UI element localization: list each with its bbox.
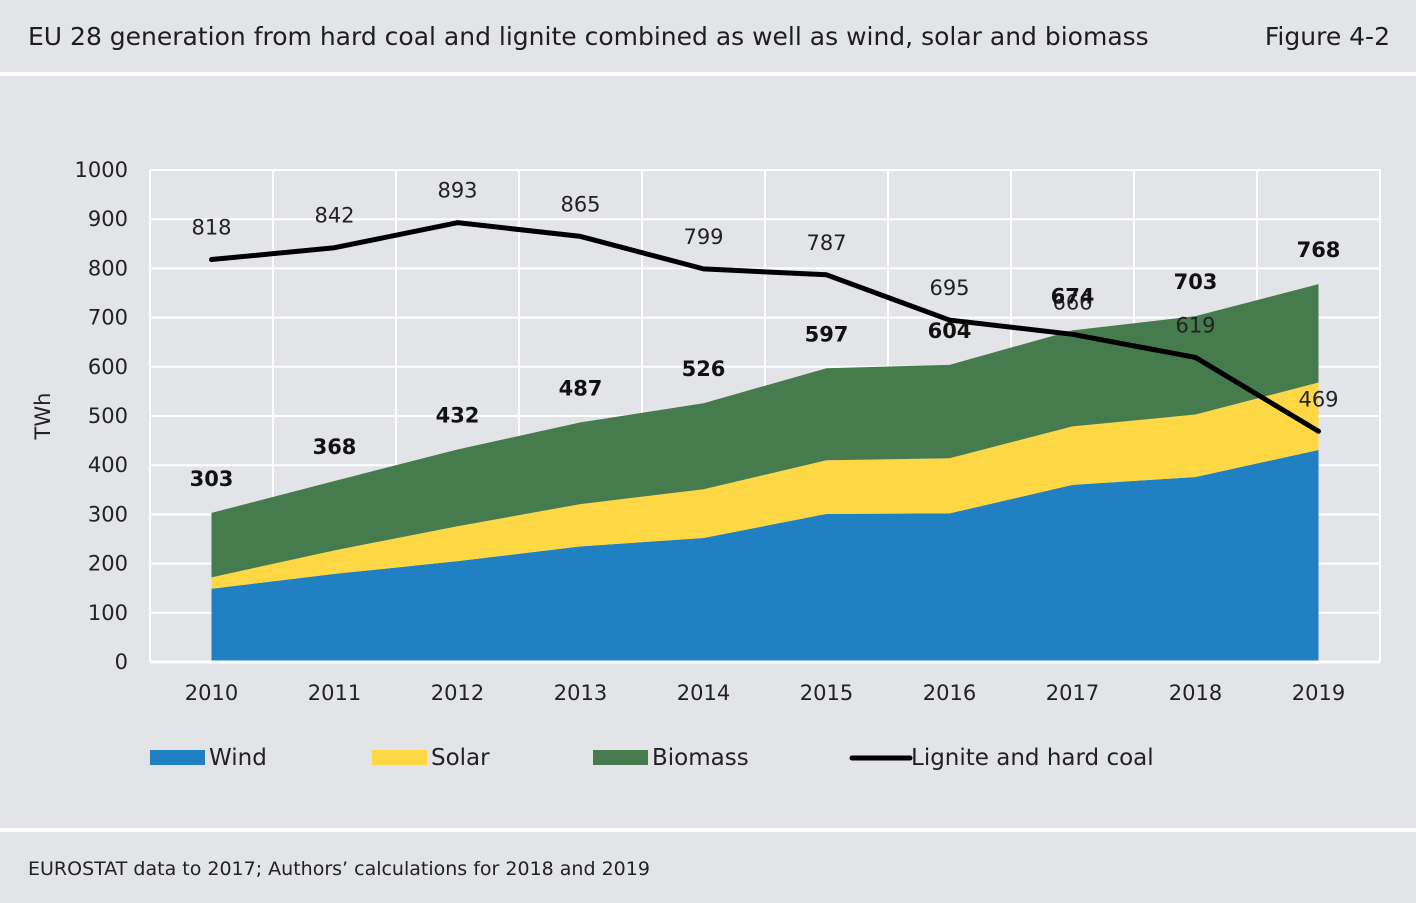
x-tick-label: 2011 <box>308 681 361 705</box>
y-tick-label: 400 <box>88 453 128 477</box>
total-data-label: 432 <box>436 403 480 427</box>
legend-label: Biomass <box>652 745 749 771</box>
x-tick-label: 2014 <box>677 681 730 705</box>
total-data-label: 604 <box>928 319 972 343</box>
total-data-label: 487 <box>559 376 603 400</box>
legend: Wind Solar Biomass Lignite and hard coal <box>150 745 1154 771</box>
x-tick-label: 2012 <box>431 681 484 705</box>
x-tick-label: 2010 <box>185 681 238 705</box>
y-tick-label: 500 <box>88 404 128 428</box>
header: EU 28 generation from hard coal and lign… <box>0 0 1416 72</box>
total-data-label: 703 <box>1174 270 1218 294</box>
axes: 0 100 200 300 400 500 600 700 800 900 1000 2010 2011… <box>31 158 1380 705</box>
y-tick-label: 100 <box>88 601 128 625</box>
legend-coal: Lignite and hard coal <box>849 745 1154 771</box>
solar-area <box>211 382 1319 589</box>
coal-data-label: 666 <box>1052 290 1092 314</box>
x-tick-label: 2018 <box>1169 681 1222 705</box>
x-tick-label: 2016 <box>923 681 976 705</box>
coal-data-label: 799 <box>683 225 723 249</box>
footer-divider <box>0 828 1416 832</box>
chart-title: EU 28 generation from hard coal and lign… <box>28 22 1149 51</box>
x-tick-label: 2017 <box>1046 681 1099 705</box>
coal-data-label: 818 <box>191 216 231 240</box>
legend-swatch <box>372 750 427 765</box>
source-note: EUROSTAT data to 2017; Authors’ calculat… <box>28 858 650 880</box>
legend-solar: Solar <box>372 745 490 771</box>
y-tick-label: 700 <box>88 306 128 330</box>
coal-data-label: 787 <box>806 231 846 255</box>
coal-data-label: 695 <box>929 276 969 300</box>
wind-area <box>211 449 1319 662</box>
coal-data-label: 893 <box>437 179 477 203</box>
total-data-label: 368 <box>313 435 357 459</box>
y-tick-label: 300 <box>88 502 128 526</box>
legend-label: Wind <box>209 745 267 771</box>
legend-swatch <box>150 750 205 765</box>
total-data-label: 303 <box>190 467 234 491</box>
coal-line <box>209 220 1321 434</box>
coal-data-label: 469 <box>1298 387 1338 411</box>
legend-label: Solar <box>431 745 490 771</box>
y-tick-label: 800 <box>88 256 128 280</box>
y-tick-label: 0 <box>115 650 128 674</box>
figure-number: Figure 4-2 <box>1264 22 1390 51</box>
header-divider <box>0 72 1416 76</box>
data-labels: 818 842 893 865 799 787 695 666 619 469 303 368 432 4… <box>190 179 1341 491</box>
x-tick-label: 2015 <box>800 681 853 705</box>
y-tick-label: 900 <box>88 207 128 231</box>
x-tick-label: 2013 <box>554 681 607 705</box>
coal-data-label: 619 <box>1175 313 1215 337</box>
total-data-label: 674 <box>1051 284 1095 308</box>
legend-wind: Wind <box>150 745 267 771</box>
coal-data-label: 865 <box>560 192 600 216</box>
x-tick-label: 2019 <box>1292 681 1345 705</box>
total-data-label: 526 <box>682 357 726 381</box>
y-tick-label: 600 <box>88 355 128 379</box>
legend-swatch <box>593 750 648 765</box>
y-tick-label: 200 <box>88 552 128 576</box>
y-tick-label: 1000 <box>75 158 128 182</box>
coal-data-label: 842 <box>314 204 354 228</box>
total-data-label: 768 <box>1297 238 1341 262</box>
legend-label: Lignite and hard coal <box>911 745 1154 771</box>
biomass-area <box>211 284 1319 578</box>
legend-biomass: Biomass <box>593 745 749 771</box>
stacked-areas <box>211 284 1319 662</box>
total-data-label: 597 <box>805 322 849 346</box>
y-axis-title: TWh <box>31 393 55 441</box>
coal-line-path <box>209 220 1321 434</box>
